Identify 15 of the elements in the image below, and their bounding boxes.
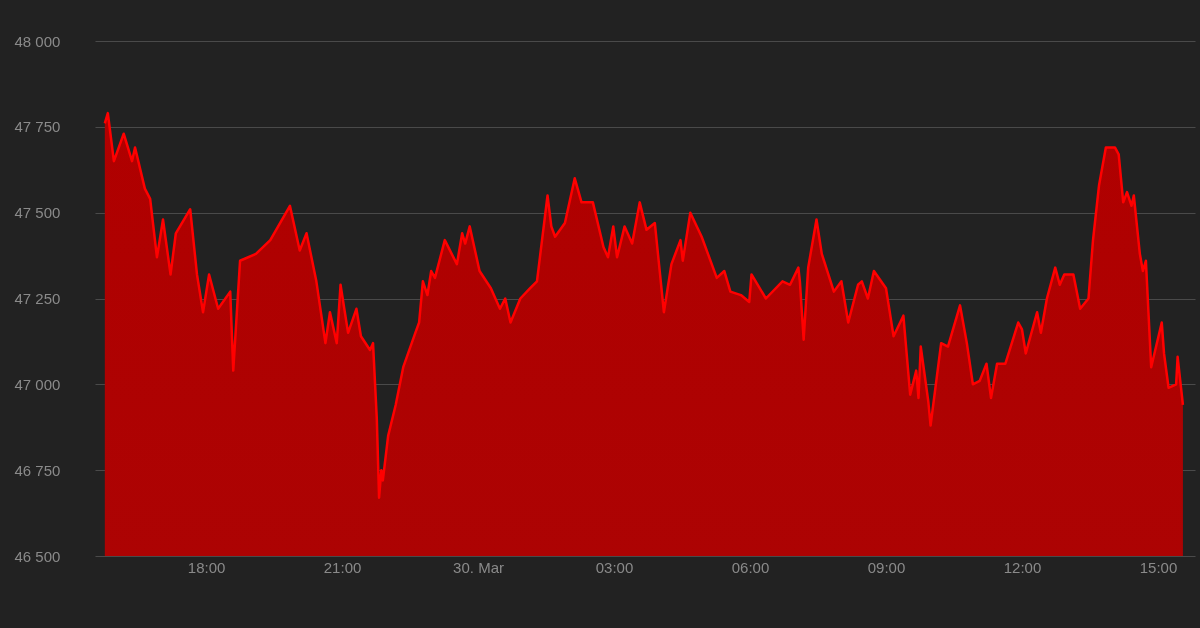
x-tick-label: 12:00 — [1003, 558, 1042, 576]
x-tick-label: 15:00 — [1139, 558, 1178, 576]
x-tick-label: 30. Mar — [453, 558, 504, 576]
y-tick-label: 47 500 — [14, 204, 61, 222]
y-tick-label: 47 750 — [14, 118, 61, 136]
y-tick-label: 46 500 — [14, 547, 61, 565]
y-tick-label: 48 000 — [14, 32, 61, 50]
x-tick-label: 03:00 — [595, 558, 634, 576]
x-tick-label: 06:00 — [731, 558, 770, 576]
x-tick-label: 09:00 — [867, 558, 906, 576]
x-tick-label: 18:00 — [187, 558, 226, 576]
x-tick-label: 21:00 — [323, 558, 362, 576]
y-tick-label: 46 750 — [14, 461, 61, 479]
y-tick-label: 47 250 — [14, 290, 61, 307]
y-tick-label: 47 000 — [14, 375, 61, 393]
